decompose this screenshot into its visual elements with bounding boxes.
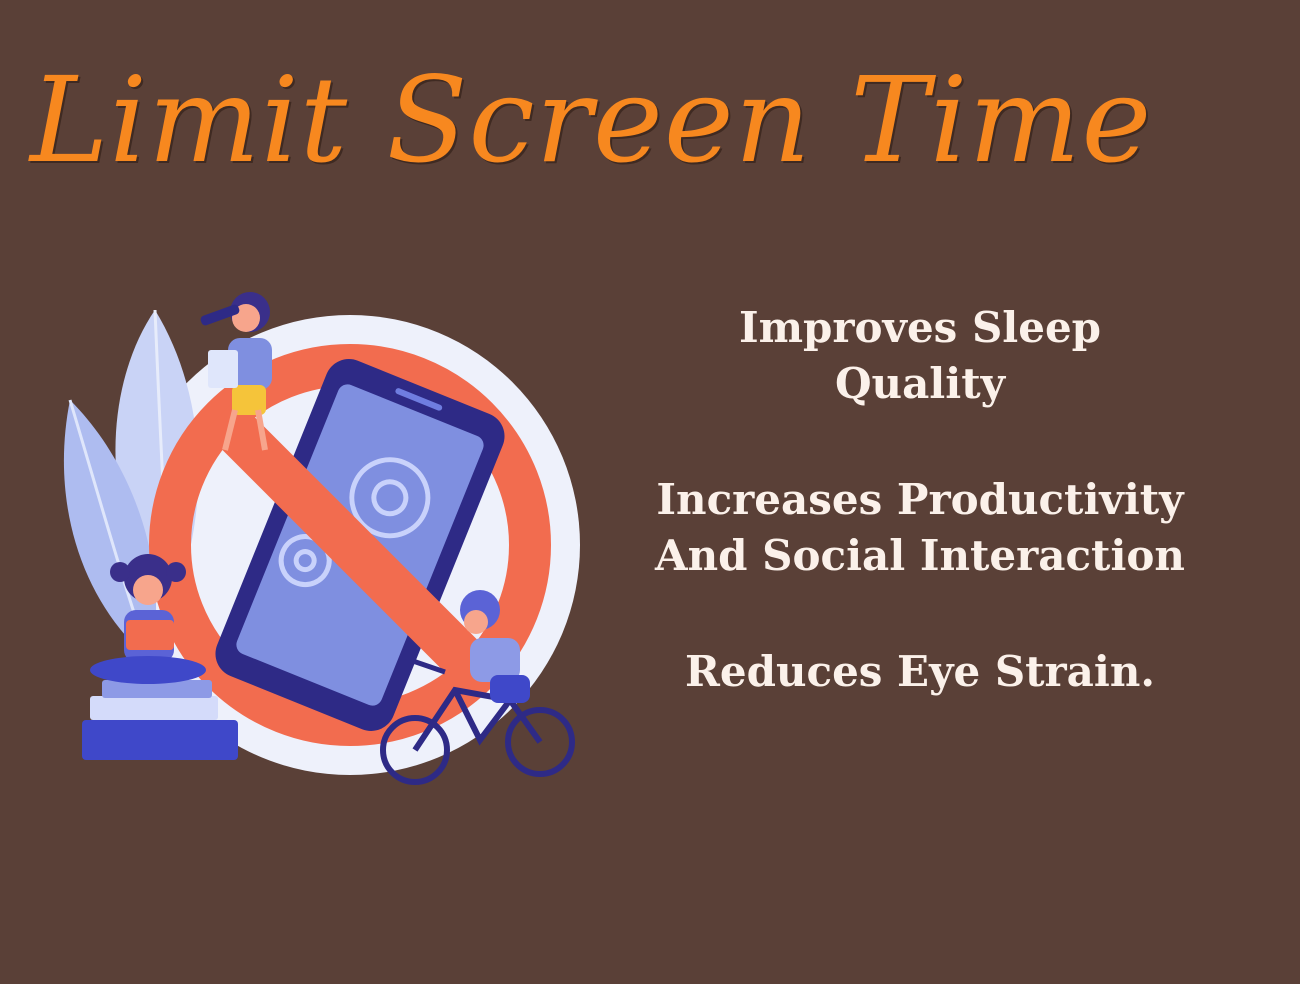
child-reading [82,554,238,760]
ban-sign-slash [203,398,497,692]
child-telescope [200,292,272,451]
benefits-list: Improves Sleep Quality Increases Product… [600,300,1240,760]
book-stack-icon [82,720,238,760]
benefit-productivity: Increases Productivity And Social Intera… [600,472,1240,584]
bicycle-icon [380,590,575,785]
benefit-line: Increases Productivity [656,475,1184,524]
benefit-sleep: Improves Sleep Quality [600,300,1240,412]
page-title: Limit Screen Time [30,51,1153,189]
benefit-line: And Social Interaction [655,531,1185,580]
benefit-line: Reduces Eye Strain. [684,647,1156,696]
benefit-eye-strain: Reduces Eye Strain. [600,644,1240,700]
gear-icon [278,457,431,588]
benefit-line: Quality [834,359,1006,408]
illustration-svg [63,292,580,785]
limit-screen-illustration [60,280,600,800]
benefit-line: Improves Sleep [738,303,1102,352]
